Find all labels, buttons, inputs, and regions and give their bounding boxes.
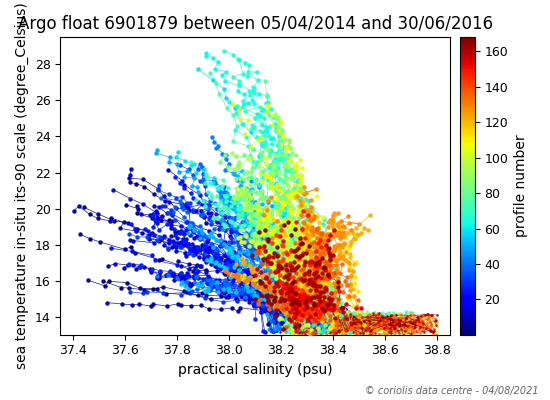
Text: © coriolis data centre - 04/08/2021: © coriolis data centre - 04/08/2021: [365, 386, 539, 396]
X-axis label: practical salinity (psu): practical salinity (psu): [178, 363, 333, 377]
Y-axis label: sea temperature in-situ its-90 scale (degree_Celsius): sea temperature in-situ its-90 scale (de…: [15, 3, 29, 370]
Title: Argo float 6901879 between 05/04/2014 and 30/06/2016: Argo float 6901879 between 05/04/2014 an…: [18, 15, 493, 33]
Y-axis label: profile number: profile number: [514, 135, 528, 237]
